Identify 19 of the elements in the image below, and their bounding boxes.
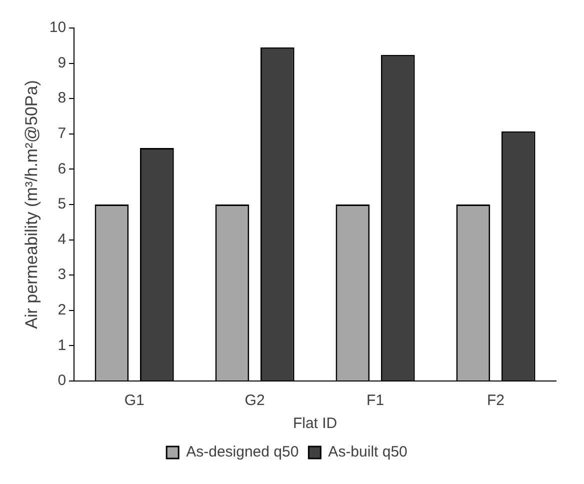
y-tick-label: 7 — [58, 125, 66, 142]
x-axis-title: Flat ID — [292, 415, 338, 432]
y-tick-label: 5 — [58, 196, 66, 213]
legend-label: As-built q50 — [328, 444, 408, 461]
x-tick-label: F2 — [487, 392, 505, 410]
x-tick-label: G1 — [124, 392, 144, 410]
x-tick-label: G2 — [244, 392, 265, 410]
y-tick-label: 10 — [49, 19, 66, 36]
y-tick-label: 4 — [58, 230, 66, 248]
y-tick-label: 0 — [58, 372, 66, 390]
y-tick-label: 6 — [58, 160, 66, 178]
y-tick-label: 9 — [58, 54, 66, 72]
y-tick-label: 8 — [58, 90, 66, 107]
y-axis-title: Air permeability (m³/h.m²@50Pa) — [22, 80, 41, 329]
y-tick-label: 3 — [58, 266, 66, 284]
legend-label: As-designed q50 — [186, 444, 299, 461]
x-tick-label: F1 — [366, 392, 384, 410]
y-tick-label: 2 — [58, 302, 66, 319]
y-tick-label: 1 — [58, 336, 66, 354]
